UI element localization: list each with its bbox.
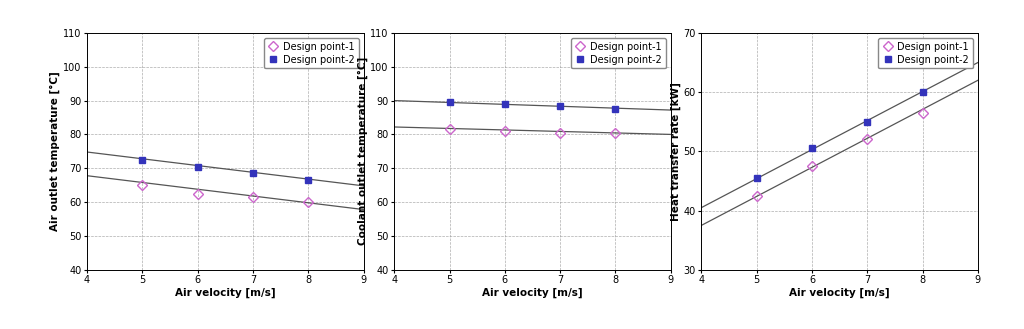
Y-axis label: Coolant outlet temperature [°C]: Coolant outlet temperature [°C] <box>357 57 368 245</box>
Design point-1 <box>302 200 314 204</box>
Legend: Design point-1, Design point-2: Design point-1, Design point-2 <box>570 38 666 68</box>
Design point-2 <box>806 146 818 150</box>
Design point-2 <box>499 102 511 106</box>
Design point-2 <box>302 178 314 182</box>
Design point-2 <box>247 171 259 175</box>
Design point-1 <box>916 111 929 115</box>
Design point-1 <box>136 183 148 187</box>
Line: Design point-2: Design point-2 <box>754 89 926 182</box>
Design point-2 <box>443 100 456 104</box>
Design point-1 <box>554 131 566 135</box>
Design point-2 <box>861 120 873 124</box>
Design point-1 <box>443 127 456 131</box>
X-axis label: Air velocity [m/s]: Air velocity [m/s] <box>790 288 890 298</box>
Line: Design point-1: Design point-1 <box>446 126 618 136</box>
Design point-2 <box>136 158 148 162</box>
Design point-1 <box>609 131 622 135</box>
Design point-2 <box>609 107 622 111</box>
Line: Design point-1: Design point-1 <box>754 109 926 199</box>
Design point-1 <box>861 138 873 141</box>
Design point-1 <box>191 192 204 196</box>
Design point-2 <box>916 90 929 94</box>
Design point-1 <box>247 195 259 199</box>
Design point-2 <box>554 104 566 108</box>
Legend: Design point-1, Design point-2: Design point-1, Design point-2 <box>263 38 358 68</box>
Y-axis label: Air outlet temperature [°C]: Air outlet temperature [°C] <box>50 71 60 231</box>
X-axis label: Air velocity [m/s]: Air velocity [m/s] <box>482 288 583 298</box>
Line: Design point-1: Design point-1 <box>139 182 311 206</box>
Design point-1 <box>806 164 818 168</box>
Design point-1 <box>751 194 763 198</box>
Design point-1 <box>499 129 511 133</box>
X-axis label: Air velocity [m/s]: Air velocity [m/s] <box>175 288 275 298</box>
Y-axis label: Heat transfer rate [kW]: Heat transfer rate [kW] <box>671 82 681 221</box>
Design point-2 <box>751 176 763 180</box>
Line: Design point-2: Design point-2 <box>139 156 311 184</box>
Legend: Design point-1, Design point-2: Design point-1, Design point-2 <box>878 38 973 68</box>
Line: Design point-2: Design point-2 <box>446 99 618 113</box>
Design point-2 <box>191 164 204 168</box>
